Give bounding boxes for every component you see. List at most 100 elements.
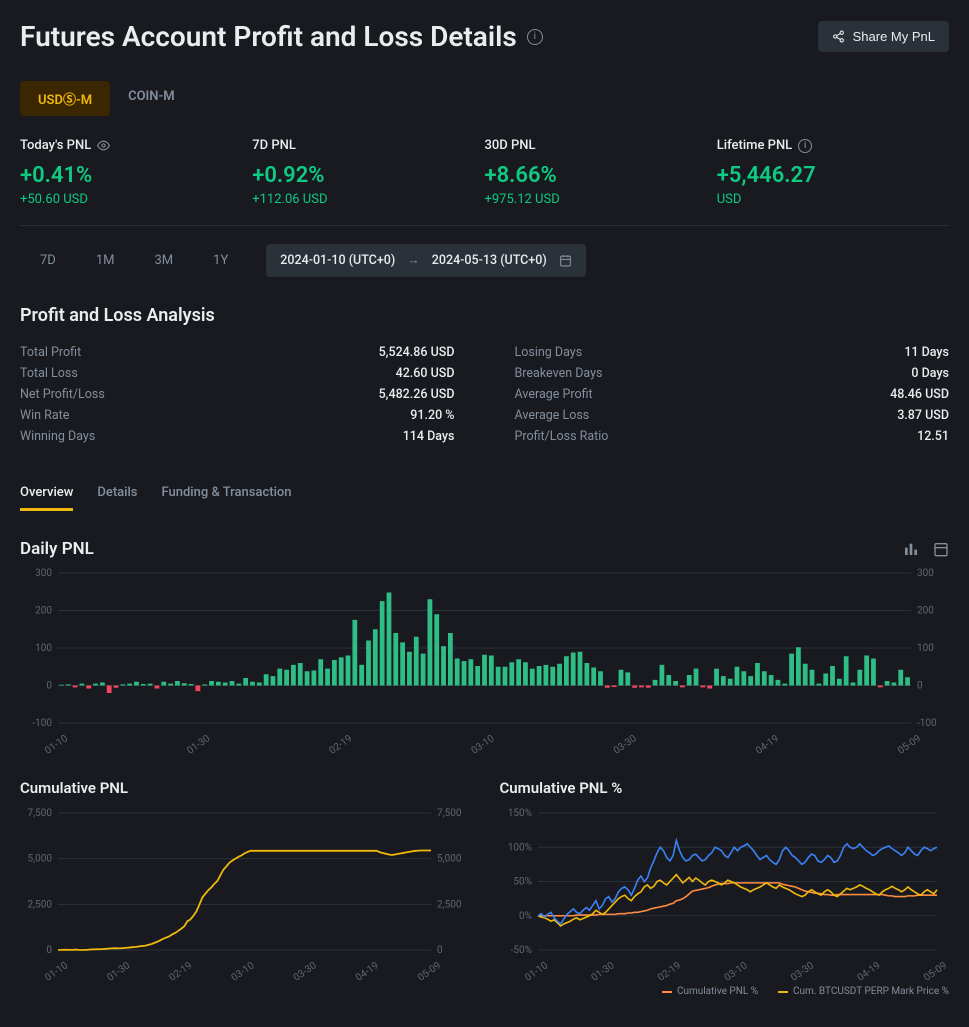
legend-label: Cum. BTCUSDT PERP Mark Price % — [793, 986, 949, 997]
calendar-icon — [559, 254, 572, 267]
analysis-value: 42.60 USD — [396, 366, 455, 381]
analysis-row: Total Profit 5,524.86 USD — [20, 342, 455, 363]
info-icon[interactable]: i — [527, 29, 543, 45]
analysis-label: Average Loss — [515, 408, 590, 423]
svg-text:03-10: 03-10 — [470, 733, 497, 755]
svg-text:0: 0 — [46, 681, 52, 692]
analysis-label: Net Profit/Loss — [20, 387, 105, 402]
analysis-row: Profit/Loss Ratio12.51 — [515, 426, 950, 447]
analysis-value: 5,482.26 USD — [379, 387, 455, 402]
page-title: Futures Account Profit and Loss Details — [20, 20, 517, 53]
tab-coin-m[interactable]: COIN-M — [110, 81, 193, 116]
analysis-label: Total Profit — [20, 345, 81, 360]
range-button-1y[interactable]: 1Y — [193, 245, 248, 276]
svg-text:5,000: 5,000 — [437, 854, 462, 865]
share-pnl-button[interactable]: Share My PnL — [818, 21, 949, 52]
pnl-usd: +975.12 USD — [485, 192, 717, 207]
svg-text:01-30: 01-30 — [589, 960, 616, 980]
pnl-card: Today's PNL+0.41%+50.60 USD — [20, 138, 252, 207]
svg-text:03-10: 03-10 — [722, 960, 749, 980]
svg-text:03-30: 03-30 — [292, 960, 319, 980]
svg-text:-100: -100 — [32, 718, 52, 729]
svg-text:01-30: 01-30 — [185, 733, 212, 755]
tab-usd-m[interactable]: USDⓈ-M — [20, 81, 110, 116]
date-range-picker[interactable]: 2024-01-10 (UTC+0) → 2024-05-13 (UTC+0) — [266, 244, 585, 277]
svg-text:200: 200 — [917, 606, 934, 617]
svg-text:05-09: 05-09 — [896, 733, 923, 755]
pnl-card: 30D PNL +8.66% +975.12 USD — [485, 138, 717, 207]
svg-text:0%: 0% — [519, 911, 532, 922]
pnl-card: 7D PNL+0.92%+112.06 USD — [252, 138, 484, 207]
svg-text:150%: 150% — [507, 808, 531, 819]
pnl-pct: +0.92% — [252, 163, 484, 188]
analysis-label: Average Profit — [515, 387, 593, 402]
svg-text:01-30: 01-30 — [105, 960, 132, 980]
range-button-3m[interactable]: 3M — [135, 245, 194, 276]
analysis-row: Winning Days114 Days — [20, 426, 455, 447]
analysis-row: Average Loss 3.87 USD — [515, 405, 950, 426]
svg-text:05-09: 05-09 — [922, 960, 949, 980]
analysis-title: Profit and Loss Analysis — [20, 305, 949, 326]
analysis-value: 3.87 USD — [897, 408, 949, 423]
svg-text:7,500: 7,500 — [28, 808, 53, 819]
analysis-value: 11 Days — [904, 345, 949, 360]
eye-icon[interactable] — [97, 139, 110, 152]
analysis-label: Breakeven Days — [515, 366, 603, 381]
svg-text:2,500: 2,500 — [437, 899, 462, 910]
analysis-row: Losing Days 11 Days — [515, 342, 950, 363]
pnl-usd: +112.06 USD — [252, 192, 484, 207]
analysis-label: Total Loss — [20, 366, 78, 381]
pnl-pct: +5,446.27 — [717, 163, 949, 188]
svg-text:05-09: 05-09 — [416, 960, 443, 980]
arrow-right-icon: → — [407, 253, 420, 268]
pnl-card-label: 30D PNL — [485, 138, 536, 153]
analysis-row: Breakeven Days0 Days — [515, 363, 950, 384]
cumulative-pnl-title: Cumulative PNL — [20, 779, 470, 797]
svg-text:03-30: 03-30 — [789, 960, 816, 980]
analysis-label: Win Rate — [20, 408, 69, 423]
analysis-row: Net Profit/Loss 5,482.26 USD — [20, 384, 455, 405]
svg-text:5,000: 5,000 — [28, 854, 53, 865]
legend-label: Cumulative PNL % — [677, 986, 758, 997]
analysis-label: Losing Days — [515, 345, 583, 360]
pnl-pct: +8.66% — [485, 163, 717, 188]
calendar-view-icon[interactable] — [933, 541, 949, 557]
svg-text:04-19: 04-19 — [855, 960, 882, 980]
pnl-usd: USD — [717, 192, 949, 207]
info-icon[interactable]: i — [798, 139, 812, 153]
bar-chart-icon[interactable] — [903, 541, 919, 557]
svg-text:-100: -100 — [917, 718, 937, 729]
analysis-value: 91.20 % — [410, 408, 454, 423]
legend-item: Cum. BTCUSDT PERP Mark Price % — [778, 986, 949, 997]
analysis-row: Average Profit48.46 USD — [515, 384, 950, 405]
svg-text:2,500: 2,500 — [28, 899, 53, 910]
tab-details[interactable]: Details — [97, 477, 137, 511]
share-label: Share My PnL — [853, 29, 935, 44]
svg-text:01-10: 01-10 — [523, 960, 550, 980]
tab-funding-transaction[interactable]: Funding & Transaction — [161, 477, 291, 511]
pnl-usd: +50.60 USD — [20, 192, 252, 207]
svg-text:02-19: 02-19 — [167, 960, 194, 980]
daily-pnl-title: Daily PNL — [20, 539, 94, 559]
svg-text:-50%: -50% — [510, 945, 531, 956]
range-button-1m[interactable]: 1M — [76, 245, 135, 276]
analysis-label: Profit/Loss Ratio — [515, 429, 609, 444]
svg-text:50%: 50% — [513, 877, 532, 888]
analysis-row: Win Rate 91.20 % — [20, 405, 455, 426]
svg-text:100: 100 — [917, 643, 934, 654]
tab-overview[interactable]: Overview — [20, 477, 73, 511]
svg-text:0: 0 — [437, 945, 443, 956]
analysis-label: Winning Days — [20, 429, 95, 444]
analysis-value: 5,524.86 USD — [379, 345, 455, 360]
svg-text:01-10: 01-10 — [43, 960, 70, 980]
legend-item: Cumulative PNL % — [662, 986, 758, 997]
range-button-7d[interactable]: 7D — [20, 245, 76, 276]
pnl-card-label: Today's PNL — [20, 138, 91, 153]
svg-text:0: 0 — [46, 945, 52, 956]
pnl-card-label: Lifetime PNL — [717, 138, 792, 153]
cumulative-pct-title: Cumulative PNL % — [500, 779, 950, 797]
svg-text:100%: 100% — [507, 842, 531, 853]
svg-text:03-10: 03-10 — [230, 960, 257, 980]
share-icon — [832, 30, 845, 43]
legend-swatch — [778, 991, 788, 993]
